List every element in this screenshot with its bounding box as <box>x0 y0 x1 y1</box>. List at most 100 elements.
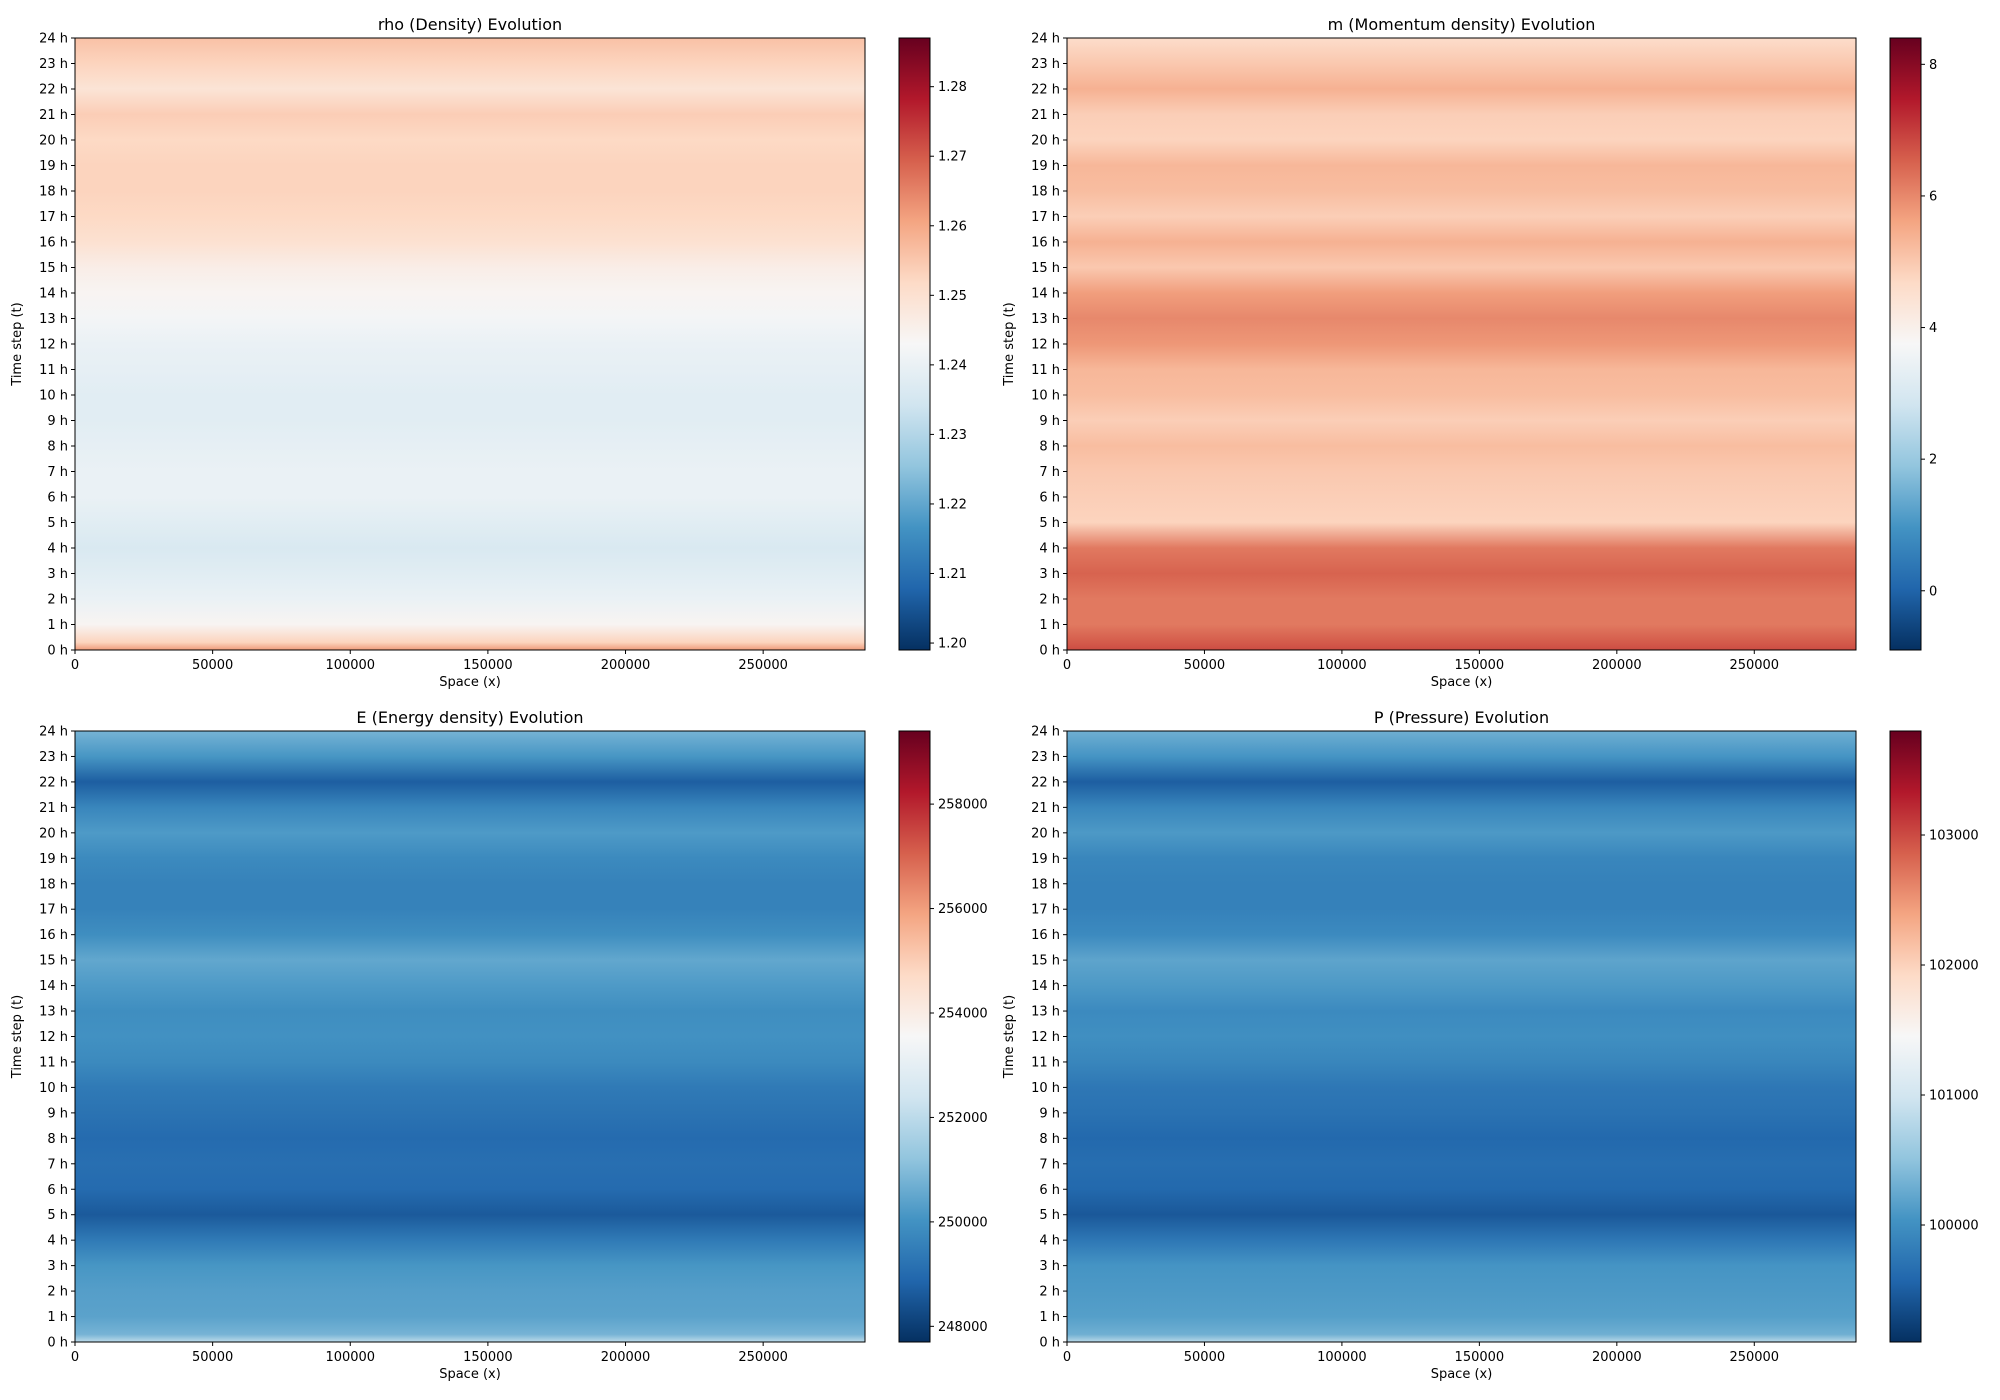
pressure-y-tick-label: 7 h <box>1039 1157 1060 1172</box>
energy-y-tick-label: 15 h <box>39 954 68 969</box>
energy-colorbar-tick-label: 252000 <box>938 1111 988 1126</box>
pressure-y-tick-label: 18 h <box>1031 877 1060 892</box>
pressure-y-tick-label: 20 h <box>1031 826 1060 841</box>
energy-x-tick-label: 0 <box>71 1350 79 1365</box>
momentum-colorbar-tick-label: 2 <box>1929 453 1937 468</box>
energy-colorbar-tick-label: 248000 <box>938 1320 988 1335</box>
pressure-y-tick-label: 10 h <box>1031 1081 1060 1096</box>
momentum-x-tick-label: 150000 <box>1455 658 1505 673</box>
density-colorbar-tick-label: 1.21 <box>938 567 967 582</box>
density-y-tick-label: 0 h <box>47 644 68 659</box>
pressure-y-tick-label: 8 h <box>1039 1132 1060 1147</box>
energy-y-tick-label: 1 h <box>47 1310 68 1325</box>
momentum-y-tick-label: 3 h <box>1039 567 1060 582</box>
energy-colorbar <box>898 730 931 1343</box>
pressure-y-tick-label: 17 h <box>1031 903 1060 918</box>
pressure-x-tick-label: 50000 <box>1184 1350 1225 1365</box>
momentum-y-tick-label: 14 h <box>1031 287 1060 302</box>
momentum-colorbar-tick-label: 6 <box>1929 189 1937 204</box>
pressure-y-tick-label: 0 h <box>1039 1336 1060 1351</box>
density-y-tick-label: 13 h <box>39 312 68 327</box>
density-y-tick-label: 24 h <box>39 32 68 47</box>
energy-y-tick-label: 14 h <box>39 979 68 994</box>
pressure-y-tick-label: 1 h <box>1039 1310 1060 1325</box>
energy-y-tick-label: 8 h <box>47 1132 68 1147</box>
momentum-y-tick-label: 6 h <box>1039 491 1060 506</box>
density-x-tick-label: 150000 <box>463 658 513 673</box>
energy-chart-title: E (Energy density) Evolution <box>356 708 583 727</box>
pressure-x-tick-label: 0 <box>1063 1350 1071 1365</box>
density-colorbar-tick-label: 1.28 <box>938 80 967 95</box>
density-y-tick-label: 5 h <box>47 516 68 531</box>
energy-y-tick-label: 9 h <box>47 1106 68 1121</box>
energy-y-tick-label: 5 h <box>47 1208 68 1223</box>
pressure-x-tick-label: 100000 <box>1317 1350 1367 1365</box>
energy-y-tick-label: 17 h <box>39 903 68 918</box>
density-y-tick-label: 15 h <box>39 261 68 276</box>
energy-heatmap-field <box>75 731 865 1342</box>
density-x-tick-label: 200000 <box>601 658 651 673</box>
momentum-y-tick-label: 24 h <box>1031 32 1060 47</box>
density-chart-title: rho (Density) Evolution <box>378 15 562 34</box>
momentum-y-tick-label: 5 h <box>1039 516 1060 531</box>
momentum-x-tick-label: 50000 <box>1184 658 1225 673</box>
density-panel: rho (Density) Evolution 0 h 1 h 2 h 3 h 4 h 5 … <box>10 15 967 690</box>
density-y-tick-label: 17 h <box>39 210 68 225</box>
energy-x-tick-label: 100000 <box>325 1350 375 1365</box>
momentum-y-tick-label: 19 h <box>1031 159 1060 174</box>
density-y-tick-label: 18 h <box>39 185 68 200</box>
momentum-y-axis-label: Time step (t) <box>1002 302 1017 386</box>
density-y-tick-label: 4 h <box>47 542 68 557</box>
density-y-tick-label: 16 h <box>39 236 68 251</box>
pressure-y-tick-label: 13 h <box>1031 1005 1060 1020</box>
momentum-y-tick-label: 0 h <box>1039 644 1060 659</box>
energy-y-tick-label: 4 h <box>47 1234 68 1249</box>
density-y-tick-label: 7 h <box>47 465 68 480</box>
pressure-y-tick-label: 3 h <box>1039 1259 1060 1274</box>
momentum-y-tick-label: 20 h <box>1031 134 1060 149</box>
density-y-tick-label: 9 h <box>47 414 68 429</box>
density-y-tick-label: 14 h <box>39 287 68 302</box>
density-x-tick-label: 250000 <box>738 658 788 673</box>
energy-x-axis-label: Space (x) <box>439 1367 501 1382</box>
density-colorbar-tick-label: 1.22 <box>938 497 967 512</box>
momentum-y-tick-label: 1 h <box>1039 618 1060 633</box>
density-y-tick-label: 23 h <box>39 57 68 72</box>
energy-colorbar-tick-label: 256000 <box>938 902 988 917</box>
pressure-heatmap-field <box>1067 731 1856 1342</box>
density-colorbar-tick-label: 1.27 <box>938 150 967 165</box>
density-y-tick-label: 11 h <box>39 363 68 378</box>
density-y-tick-label: 22 h <box>39 83 68 98</box>
energy-x-tick-label: 150000 <box>463 1350 513 1365</box>
density-heatmap-field <box>75 38 865 650</box>
energy-colorbar-tick-label: 258000 <box>938 798 988 813</box>
pressure-y-tick-label: 24 h <box>1031 725 1060 740</box>
energy-y-tick-label: 16 h <box>39 928 68 943</box>
density-x-tick-label: 0 <box>71 658 79 673</box>
density-y-tick-label: 2 h <box>47 593 68 608</box>
pressure-y-tick-label: 14 h <box>1031 979 1060 994</box>
momentum-x-tick-label: 0 <box>1063 658 1071 673</box>
pressure-colorbar-tick-label: 101000 <box>1929 1089 1979 1104</box>
pressure-y-tick-label: 2 h <box>1039 1285 1060 1300</box>
density-x-axis-label: Space (x) <box>439 675 501 690</box>
momentum-colorbar-tick-label: 8 <box>1929 58 1937 73</box>
pressure-y-tick-label: 11 h <box>1031 1055 1060 1070</box>
momentum-y-tick-label: 23 h <box>1031 57 1060 72</box>
energy-x-tick-label: 250000 <box>738 1350 788 1365</box>
density-colorbar-tick-label: 1.25 <box>938 289 967 304</box>
energy-y-tick-label: 7 h <box>47 1157 68 1172</box>
momentum-chart-title: m (Momentum density) Evolution <box>1328 15 1596 34</box>
pressure-y-tick-label: 6 h <box>1039 1183 1060 1198</box>
momentum-y-tick-label: 17 h <box>1031 210 1060 225</box>
momentum-colorbar-tick-label: 4 <box>1929 321 1937 336</box>
momentum-heatmap-field <box>1067 38 1856 650</box>
energy-y-tick-label: 20 h <box>39 826 68 841</box>
energy-y-tick-label: 6 h <box>47 1183 68 1198</box>
energy-y-tick-label: 11 h <box>39 1055 68 1070</box>
momentum-y-tick-label: 4 h <box>1039 542 1060 557</box>
momentum-y-tick-label: 2 h <box>1039 593 1060 608</box>
energy-panel: E (Energy density) Evolution 0 h 1 h 2 h 3 h… <box>10 708 988 1382</box>
momentum-y-tick-label: 9 h <box>1039 414 1060 429</box>
density-colorbar-tick-label: 1.26 <box>938 219 967 234</box>
